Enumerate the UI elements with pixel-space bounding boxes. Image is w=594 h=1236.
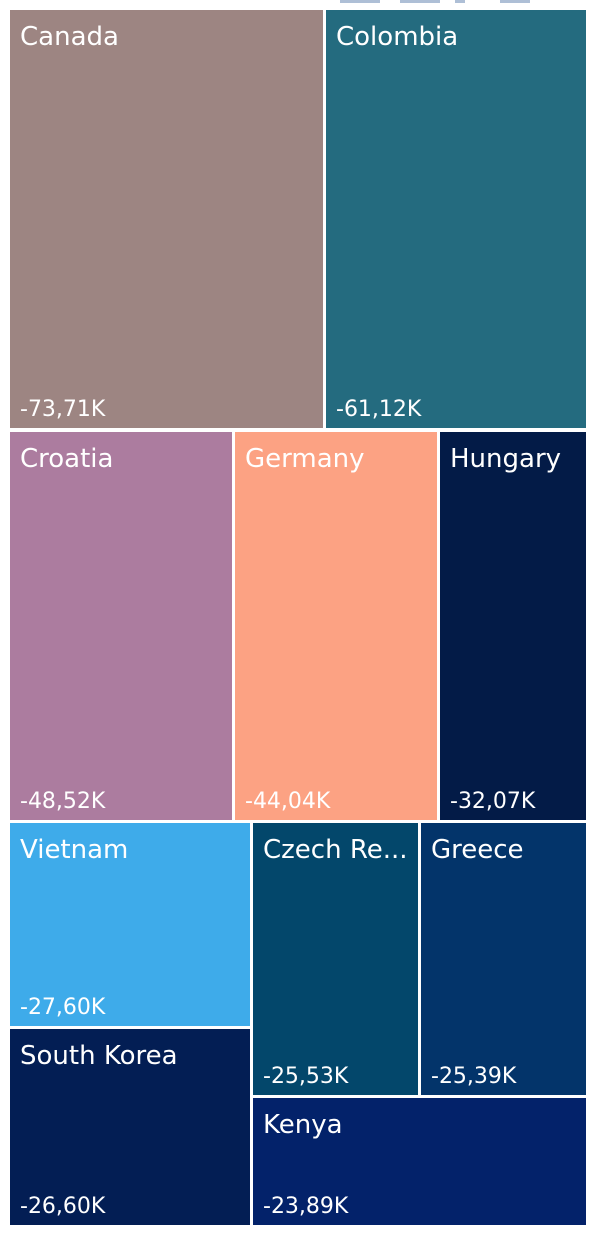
treemap-tile-canada[interactable]: Canada -73,71K [10,10,323,428]
tile-label: Croatia [20,444,114,474]
tile-label: Colombia [336,22,459,52]
tile-value-label: -26,60K [20,1194,106,1219]
tile-value-label: -27,60K [20,995,106,1020]
tile-value-label: -61,12K [336,397,422,422]
treemap-tile-colombia[interactable]: Colombia -61,12K [326,10,586,428]
toolbar-mark [500,0,530,3]
top-toolbar-strip [340,0,560,6]
treemap-tile-kenya[interactable]: Kenya -23,89K [253,1098,586,1225]
tile-value-label: -25,53K [263,1064,349,1089]
treemap-tile-south-korea[interactable]: South Korea -26,60K [10,1029,250,1225]
tile-label: Canada [20,22,119,52]
tile-label: Kenya [263,1110,343,1140]
tile-value-label: -44,04K [245,789,331,814]
treemap-tile-croatia[interactable]: Croatia -48,52K [10,432,232,820]
toolbar-mark [400,0,440,3]
treemap-tile-greece[interactable]: Greece -25,39K [421,823,586,1095]
treemap-tile-vietnam[interactable]: Vietnam -27,60K [10,823,250,1026]
tile-label: Hungary [450,444,562,474]
tile-value-label: -73,71K [20,397,106,422]
tile-value-label: -25,39K [431,1064,517,1089]
tile-value-label: -32,07K [450,789,536,814]
treemap-tile-germany[interactable]: Germany -44,04K [235,432,437,820]
tile-label: Czech Re... [263,835,408,865]
tile-label: Greece [431,835,524,865]
tile-label: Germany [245,444,365,474]
tile-value-label: -23,89K [263,1194,349,1219]
tile-value-label: -48,52K [20,789,106,814]
toolbar-mark [455,0,465,3]
tile-label: Vietnam [20,835,129,865]
treemap-tile-hungary[interactable]: Hungary -32,07K [440,432,586,820]
tile-label: South Korea [20,1041,178,1071]
toolbar-mark [340,0,380,3]
treemap-tile-czech-re[interactable]: Czech Re... -25,53K [253,823,418,1095]
